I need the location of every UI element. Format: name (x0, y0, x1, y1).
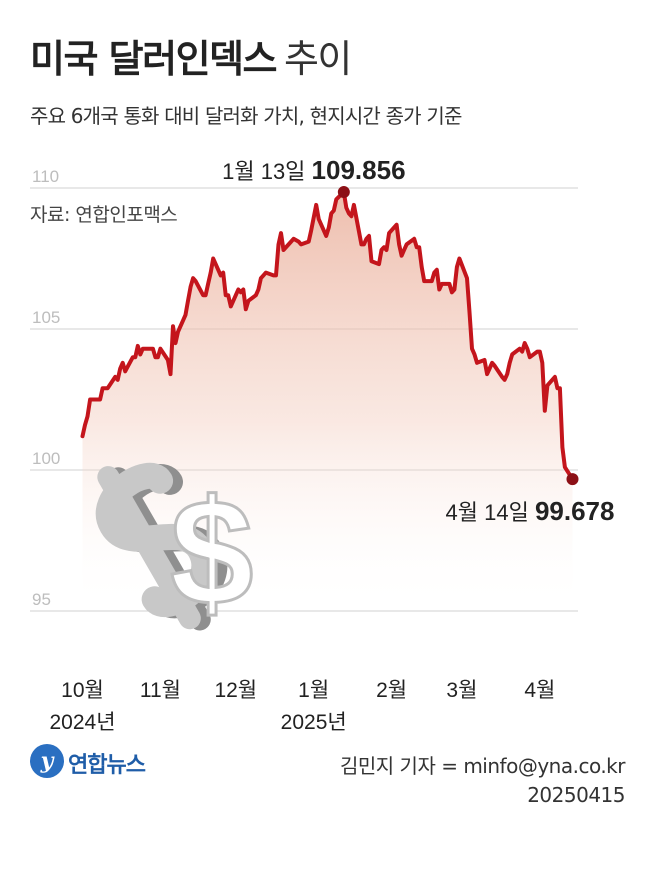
annotation-dot (337, 186, 350, 199)
x-tick-label: 12월 (214, 679, 257, 702)
x-tick-label: 2월 (376, 679, 407, 702)
data-source: 자료: 연합인포맥스 (30, 204, 178, 226)
annotation-dot (566, 473, 579, 486)
annotation-date: 4월 14일 (446, 500, 535, 525)
dollar-front-glyph: $ (169, 467, 255, 638)
x-tick-label: 3월 (446, 679, 477, 702)
yonhap-logo-icon: y (30, 744, 64, 778)
annotation-label: 1월 13일 109.856 (222, 155, 405, 185)
x-tick-year: 2024년 (49, 711, 115, 734)
y-tick-label: 100 (32, 449, 60, 468)
chart-subtitle: 주요 6개국 통화 대비 달러화 가치, 현지시간 종가 기준 (30, 104, 462, 128)
y-tick-labels: 95 100 105 110 (32, 167, 60, 609)
title-main: 미국 달러인덱스 (30, 37, 277, 81)
annotation-date: 1월 13일 (222, 159, 311, 184)
reporter-credit: 김민지 기자 = minfo@yna.co.kr (340, 754, 626, 778)
x-tick-label: 4월 (524, 679, 555, 702)
annotation-markers: 1월 13일 109.856 4월 14일 99.678 (222, 155, 614, 526)
series-line (80, 190, 575, 482)
x-tick-label: 1월 (298, 679, 329, 702)
x-tick-label: 11월 (140, 679, 181, 702)
annotation-value: 99.678 (535, 496, 615, 526)
yonhap-logo-text: 연합뉴스 (68, 753, 146, 778)
annotation-value: 109.856 (312, 155, 406, 185)
publish-date: 20250415 (527, 783, 625, 807)
x-tick-year: 2025년 (281, 711, 347, 734)
x-tick-label: 10월 (61, 679, 104, 702)
yonhap-logo: y 연합뉴스 (30, 740, 200, 784)
page-title: 미국 달러인덱스 추이 (30, 28, 352, 83)
dollar-sign-icon (96, 462, 228, 631)
svg-text:$: $ (170, 468, 253, 636)
y-tick-label: 105 (32, 308, 60, 327)
credit: 김민지 기자 = minfo@yna.co.kr 20250415 (340, 752, 626, 810)
y-tick-label: 95 (32, 590, 51, 609)
y-tick-label: 110 (32, 167, 59, 186)
title-suffix: 추이 (283, 37, 352, 81)
x-axis-labels: 10월 2024년 11월 12월 1월 2025년 2월 3월 4월 (49, 679, 555, 734)
annotation-label: 4월 14일 99.678 (446, 496, 615, 526)
